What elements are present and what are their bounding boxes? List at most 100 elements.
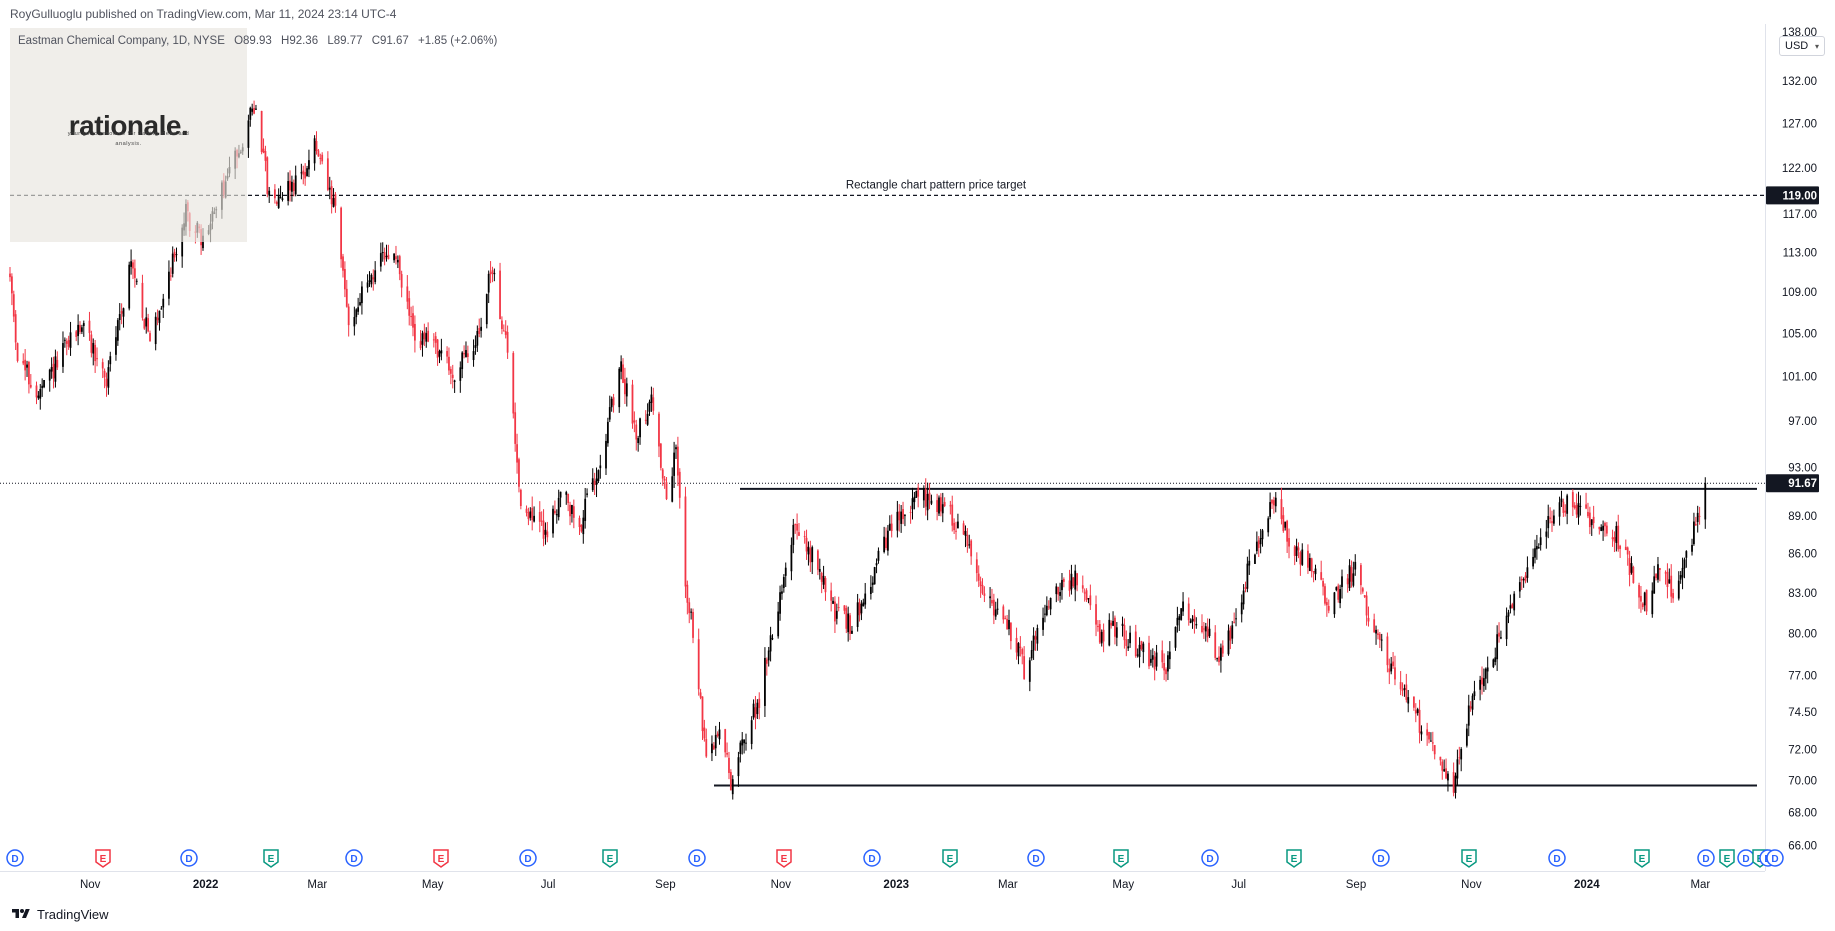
candle-body	[1553, 515, 1555, 524]
candle-body	[705, 739, 708, 757]
candle-body	[1295, 546, 1298, 556]
candle-body	[1418, 709, 1421, 733]
candle-body	[340, 207, 343, 260]
candle-body	[1431, 742, 1434, 744]
candle-body	[160, 308, 163, 310]
earnings-event-icon[interactable]	[1113, 849, 1129, 868]
price-tick-label: 113.00	[1783, 247, 1817, 259]
candle-body	[50, 366, 53, 372]
candle-body	[519, 489, 522, 506]
earnings-event-icon[interactable]	[1461, 849, 1477, 868]
candle-body	[1231, 625, 1234, 639]
candle-body	[395, 256, 397, 260]
dividend-event-icon[interactable]	[345, 849, 363, 867]
candle-body	[1498, 632, 1500, 637]
candle-body	[345, 288, 348, 307]
candle-body	[1280, 499, 1283, 519]
dividend-event-icon[interactable]	[1201, 849, 1219, 867]
time-tick-label: Sep	[1346, 879, 1366, 891]
dividend-event-icon[interactable]	[688, 849, 706, 867]
candle-body	[1108, 619, 1111, 646]
candle-body	[869, 586, 872, 594]
candle-body	[1666, 571, 1669, 588]
price-tick-label: 68.00	[1788, 808, 1817, 820]
candle-body	[856, 602, 859, 627]
candle-body	[659, 443, 662, 468]
candle-body	[1244, 587, 1247, 590]
dividend-event-icon[interactable]	[863, 849, 881, 867]
candle-body	[941, 504, 944, 514]
candle-body	[572, 506, 575, 518]
candle-body	[1189, 620, 1192, 623]
candle-body	[413, 323, 416, 341]
earnings-event-icon[interactable]	[776, 849, 792, 868]
candle-body	[1248, 560, 1251, 566]
candle-body	[809, 548, 812, 563]
candle-body	[453, 380, 456, 382]
earnings-event-icon[interactable]	[433, 849, 449, 868]
candle-body	[620, 361, 623, 372]
price-tick-label: 70.00	[1788, 776, 1817, 788]
candle-body	[1532, 556, 1534, 567]
earnings-event-icon[interactable]	[95, 849, 111, 868]
candle-body	[143, 318, 146, 329]
candle-body	[1365, 595, 1368, 616]
dividend-event-icon[interactable]	[1766, 849, 1784, 867]
dividend-event-icon[interactable]	[1548, 849, 1566, 867]
earnings-event-icon[interactable]	[263, 849, 279, 868]
ohlc-open: O89.93	[234, 35, 272, 47]
earnings-event-icon[interactable]	[1634, 849, 1650, 868]
candle-body	[1416, 709, 1419, 713]
dividend-event-icon[interactable]	[1697, 849, 1715, 867]
dividend-event-icon[interactable]	[1372, 849, 1390, 867]
earnings-event-icon[interactable]	[1286, 849, 1302, 868]
candle-body	[383, 252, 386, 260]
candle-body	[1240, 602, 1243, 615]
candle-body	[847, 613, 850, 633]
dividend-event-icon[interactable]	[6, 849, 24, 867]
dividend-event-icon[interactable]	[519, 849, 537, 867]
earnings-event-icon[interactable]	[942, 849, 958, 868]
candle-body	[1085, 590, 1088, 601]
candle-body	[877, 550, 880, 561]
price-axis-panel[interactable]	[1765, 0, 1835, 871]
dividend-event-icon[interactable]	[180, 849, 198, 867]
candle-body	[1028, 660, 1031, 682]
candle-body	[1076, 573, 1079, 586]
dividend-event-icon[interactable]	[1027, 849, 1045, 867]
candle-body	[542, 520, 545, 539]
tradingview-footer[interactable]: TradingView	[10, 905, 109, 923]
candle-body	[902, 509, 904, 520]
candle-body	[752, 703, 755, 718]
candle-body	[1233, 621, 1236, 623]
candle-body	[321, 154, 324, 162]
candle-body	[991, 600, 993, 604]
currency-selector[interactable]: USD ▾	[1779, 36, 1825, 56]
candle-body	[1670, 575, 1673, 597]
price-tick-label: 66.00	[1788, 841, 1817, 853]
candle-body	[1658, 568, 1661, 570]
candle-body	[1585, 504, 1587, 509]
candle-body	[133, 268, 136, 278]
earnings-event-icon[interactable]	[1719, 849, 1735, 868]
candle-body	[1214, 632, 1217, 658]
candle-body	[1388, 668, 1391, 673]
candle-body	[928, 492, 931, 501]
candle-body	[1588, 512, 1591, 528]
candle-body	[273, 189, 276, 199]
watermark-brand: rationale.	[68, 110, 189, 141]
candle-body	[845, 607, 848, 629]
candle-body	[1148, 642, 1150, 667]
candle-body	[922, 488, 925, 501]
candle-body	[1564, 510, 1567, 513]
candle-body	[605, 440, 607, 469]
candle-body	[992, 599, 995, 616]
candle-body	[1600, 527, 1603, 531]
candle-body	[533, 515, 535, 522]
earnings-event-icon[interactable]	[602, 849, 618, 868]
symbol-legend[interactable]: Eastman Chemical Company, 1D, NYSE O89.9…	[18, 35, 503, 47]
candle-body	[555, 514, 558, 516]
candle-body	[268, 190, 271, 196]
candle-body	[1045, 605, 1048, 616]
